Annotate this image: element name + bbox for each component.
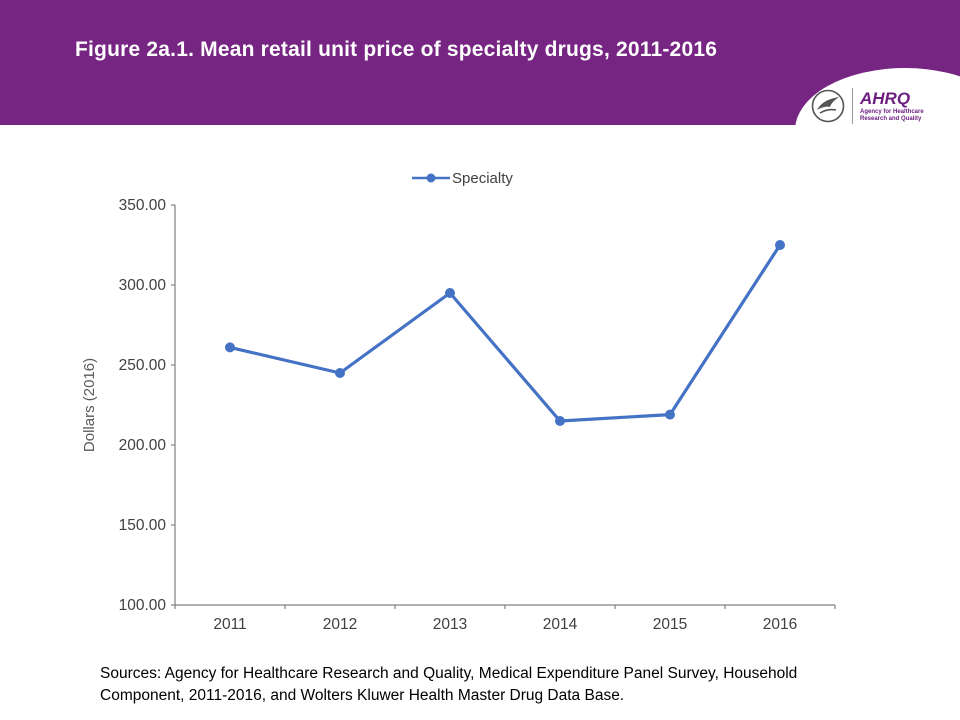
x-tick-label: 2016 (763, 616, 797, 633)
y-tick-label: 350.00 (119, 197, 167, 214)
logo-content: AHRQ Agency for Healthcare Research and … (811, 88, 930, 124)
data-point-2011 (225, 342, 235, 353)
hhs-logo-icon (811, 89, 845, 123)
x-tick-label: 2011 (213, 616, 246, 633)
data-point-2015 (665, 409, 675, 420)
data-point-2014 (555, 416, 565, 426)
y-tick-label: 150.00 (119, 517, 167, 534)
source-note: Sources: Agency for Healthcare Research … (100, 665, 798, 704)
y-tick-label: 300.00 (119, 277, 167, 294)
line-chart: Specialty Dollars (2016) 350.00 300.00 250… (81, 170, 836, 633)
x-tick-label: 2015 (653, 616, 687, 633)
axes: 350.00 300.00 250.00 200.00 150.00 100.00 2011… (119, 197, 836, 633)
data-point-2013 (445, 288, 455, 298)
y-tick-label: 100.00 (119, 597, 167, 614)
y-tick-label: 250.00 (119, 357, 167, 374)
series-specialty (225, 240, 785, 426)
legend-label: Specialty (452, 170, 513, 187)
header-band: Figure 2a.1. Mean retail unit price of s… (0, 0, 960, 193)
y-axis-title: Dollars (2016) (81, 358, 98, 452)
ahrq-logo-text: AHRQ (860, 88, 911, 108)
ahrq-tagline: Agency for Healthcare Research and Quali… (860, 108, 924, 122)
data-point-2016 (775, 240, 785, 250)
data-point-2012 (335, 368, 345, 378)
legend: Specialty (412, 170, 513, 187)
x-tick-label: 2013 (433, 616, 467, 633)
chart-region: Specialty Dollars (2016) 350.00 300.00 250… (80, 150, 860, 640)
specialty-series-line (228, 243, 782, 423)
y-tick-label: 200.00 (119, 437, 167, 454)
figure-title: Figure 2a.1. Mean retail unit price of s… (75, 38, 718, 61)
x-tick-label: 2014 (543, 616, 578, 633)
logo-bubble: AHRQ Agency for Healthcare Research and … (795, 68, 960, 193)
legend-dot-marker (426, 173, 436, 183)
ahrq-logo: AHRQ Agency for Healthcare Research and … (860, 90, 930, 123)
x-tick-label: 2012 (323, 616, 357, 633)
logo-divider (852, 88, 853, 124)
